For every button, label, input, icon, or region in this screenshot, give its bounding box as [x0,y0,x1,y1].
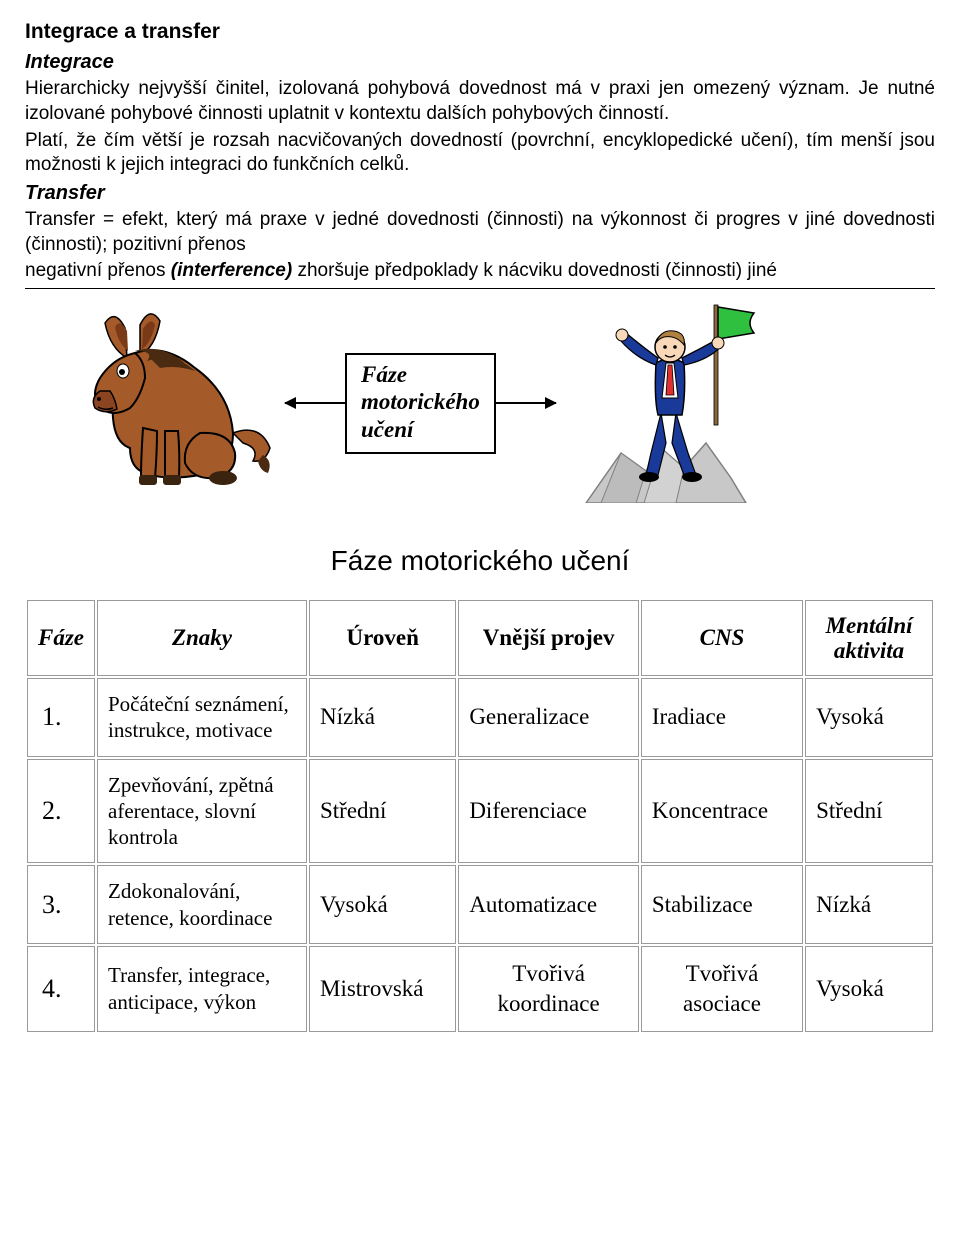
cell-num: 1. [27,678,95,757]
table-row: 4.Transfer, integrace, anticipace, výkon… [27,946,933,1032]
cell-znaky: Transfer, integrace, anticipace, výkon [97,946,307,1032]
integrace-paragraph-2: Platí, že čím větší je rozsah nacvičovan… [25,129,935,178]
cell-uroven: Vysoká [309,865,456,944]
col-projev: Vnější projev [458,600,639,677]
cell-cns: Iradiace [641,678,803,757]
table-row: 1.Počáteční seznámení, instrukce, motiva… [27,678,933,757]
phases-diagram: Fáze motorického učení [25,303,935,503]
phases-table: Fáze Znaky Úroveň Vnější projev CNS Ment… [25,598,935,1034]
cell-mental: Střední [805,759,933,864]
transfer-p2-interference: (interference) [171,260,292,281]
cell-projev: Tvořivákoordinace [458,946,639,1032]
doc-title: Integrace a transfer [25,18,935,45]
phase-box-line3: učení [361,416,480,444]
col-uroven: Úroveň [309,600,456,677]
cell-projev: Automatizace [458,865,639,944]
section-transfer-heading: Transfer [25,180,935,206]
section-divider [25,288,935,289]
man-on-peak-illustration [566,303,756,503]
phase-box-line2: motorického [361,388,480,416]
cell-num: 3. [27,865,95,944]
cell-mental: Vysoká [805,946,933,1032]
cell-mental: Nízká [805,865,933,944]
arrow-right [496,402,556,404]
cell-uroven: Střední [309,759,456,864]
transfer-paragraph-2: negativní přenos (interference) zhoršuje… [25,259,935,284]
cell-znaky: Počáteční seznámení, instrukce, motivace [97,678,307,757]
cell-num: 2. [27,759,95,864]
cell-uroven: Mistrovská [309,946,456,1032]
cell-uroven: Nízká [309,678,456,757]
cell-projev: Diferenciace [458,759,639,864]
cell-cns: Stabilizace [641,865,803,944]
cell-num: 4. [27,946,95,1032]
integrace-paragraph-1: Hierarchicky nejvyšší činitel, izolovaná… [25,77,935,126]
table-title: Fáze motorického učení [25,543,935,579]
cell-znaky: Zpevňování, zpětná aferentace, slovní ko… [97,759,307,864]
phase-label-box: Fáze motorického učení [345,353,496,454]
table-row: 2.Zpevňování, zpětná aferentace, slovní … [27,759,933,864]
table-header-row: Fáze Znaky Úroveň Vnější projev CNS Ment… [27,600,933,677]
phase-box-line1: Fáze [361,361,480,389]
cell-cns: Koncentrace [641,759,803,864]
col-cns: CNS [641,600,803,677]
col-znaky: Znaky [97,600,307,677]
section-integrace-heading: Integrace [25,49,935,75]
transfer-p2-c: zhoršuje předpoklady k nácviku dovednost… [292,260,777,281]
col-mental: Mentální aktivita [805,600,933,677]
cell-znaky: Zdokonalování, retence, koordinace [97,865,307,944]
transfer-p2-a: negativní přenos [25,260,171,281]
cell-projev: Generalizace [458,678,639,757]
col-faze: Fáze [27,600,95,677]
donkey-illustration [65,313,285,493]
transfer-paragraph-1: Transfer = efekt, který má praxe v jedné… [25,208,935,257]
cell-cns: Tvořiváasociace [641,946,803,1032]
arrow-left [285,402,345,404]
cell-mental: Vysoká [805,678,933,757]
table-row: 3.Zdokonalování, retence, koordinaceVyso… [27,865,933,944]
